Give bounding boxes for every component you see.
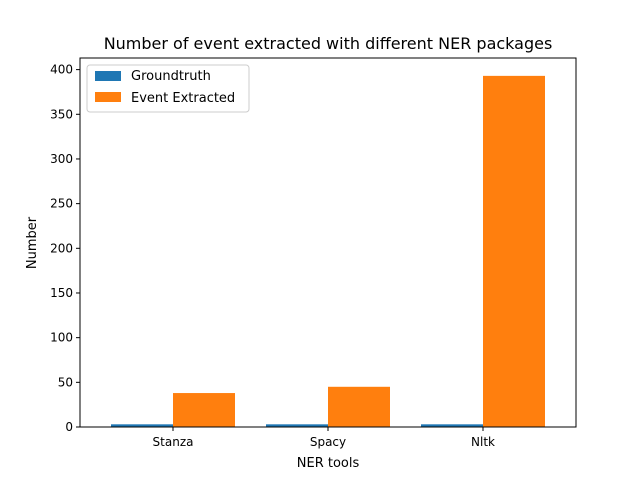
x-axis-label: NER tools [297, 456, 360, 471]
y-tick-label: 100 [50, 331, 73, 345]
y-axis-ticks: 0 50 100 150 200 250 300 350 400 [50, 63, 80, 434]
y-tick-label: 0 [65, 420, 73, 434]
legend-swatch-groundtruth [95, 71, 121, 81]
legend-frame [86, 64, 250, 113]
y-tick-label: 200 [50, 241, 73, 255]
y-axis-label: Number [25, 216, 40, 269]
legend-swatch-event-extracted [95, 92, 121, 102]
bar-groundtruth-spacy [266, 424, 328, 427]
x-axis-ticks: Stanza Spacy Nltk [153, 427, 495, 449]
y-tick-label: 250 [50, 197, 73, 211]
y-tick-label: 50 [58, 375, 73, 389]
plot-frame [79, 57, 577, 428]
chart-title: Number of event extracted with different… [104, 34, 553, 53]
legend-label-event-extracted: Event Extracted [131, 91, 235, 106]
legend-label-groundtruth: Groundtruth [131, 69, 211, 84]
legend: Groundtruth Event Extracted [86, 64, 250, 113]
bar-event-extracted-spacy [328, 386, 390, 427]
bar-groundtruth-nltk [421, 424, 483, 427]
bar-event-extracted-nltk [483, 75, 545, 428]
y-tick-label: 350 [50, 107, 73, 121]
x-tick-label-spacy: Spacy [310, 435, 346, 449]
bars-group [111, 75, 545, 428]
y-tick-label: 300 [50, 152, 73, 166]
bar-event-extracted-stanza [173, 393, 235, 427]
bar-groundtruth-stanza [111, 424, 173, 427]
y-tick-label: 400 [50, 63, 73, 77]
x-tick-label-stanza: Stanza [153, 435, 194, 449]
y-tick-label: 150 [50, 286, 73, 300]
x-tick-label-nltk: Nltk [471, 435, 495, 449]
